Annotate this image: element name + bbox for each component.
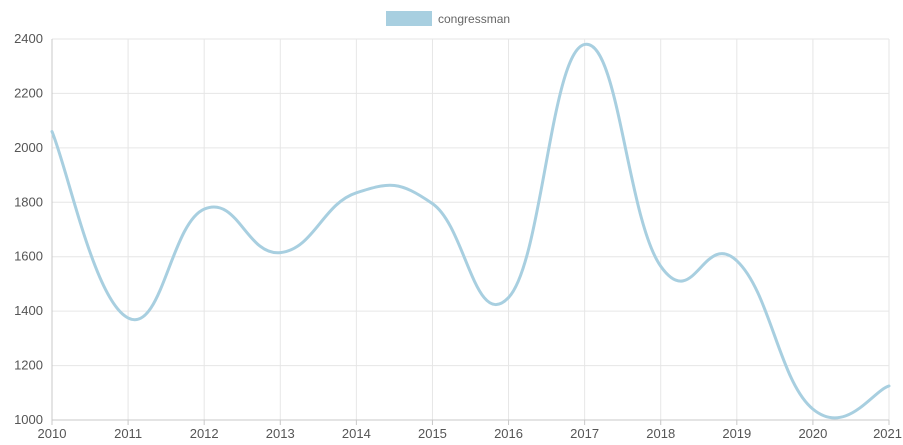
x-tick-label: 2016 bbox=[494, 426, 523, 441]
x-tick-label: 2014 bbox=[342, 426, 371, 441]
data-point[interactable] bbox=[201, 206, 207, 212]
data-point[interactable] bbox=[886, 383, 892, 389]
data-point[interactable] bbox=[429, 201, 435, 207]
axes: 1000 1200 1400 1600 1800 2000 2200 2400 2010 2011… bbox=[14, 31, 902, 441]
y-tick-label: 1200 bbox=[14, 358, 43, 373]
x-tick-label: 2012 bbox=[190, 426, 219, 441]
x-tick-label: 2015 bbox=[418, 426, 447, 441]
data-point[interactable] bbox=[734, 258, 740, 264]
legend-swatch[interactable] bbox=[386, 11, 432, 26]
data-point[interactable] bbox=[49, 129, 55, 135]
data-point[interactable] bbox=[810, 406, 816, 412]
x-tick-label: 2019 bbox=[722, 426, 751, 441]
data-point[interactable] bbox=[582, 41, 588, 47]
x-tick-label: 2017 bbox=[570, 426, 599, 441]
series-layer bbox=[49, 41, 892, 420]
series-line-congressman bbox=[50, 42, 891, 420]
y-tick-label: 1000 bbox=[14, 412, 43, 427]
legend-label[interactable]: congressman bbox=[438, 12, 510, 26]
x-tick-label: 2018 bbox=[646, 426, 675, 441]
data-point[interactable] bbox=[277, 250, 283, 256]
x-tick-label: 2011 bbox=[114, 426, 142, 441]
x-tick-label: 2010 bbox=[38, 426, 67, 441]
data-point[interactable] bbox=[125, 315, 131, 321]
y-tick-label: 1600 bbox=[14, 249, 43, 264]
x-tick-label: 2021 bbox=[873, 426, 902, 441]
y-tick-label: 2000 bbox=[14, 140, 43, 155]
y-tick-label: 1400 bbox=[14, 303, 43, 318]
y-tick-label: 2400 bbox=[14, 31, 43, 46]
x-tick-label: 2013 bbox=[266, 426, 295, 441]
grid bbox=[51, 38, 890, 421]
data-point[interactable] bbox=[353, 190, 359, 196]
y-tick-label: 2200 bbox=[14, 85, 43, 100]
data-point[interactable] bbox=[658, 263, 664, 269]
legend[interactable]: congressman bbox=[386, 11, 510, 26]
y-tick-label: 1800 bbox=[14, 194, 43, 209]
x-tick-label: 2020 bbox=[798, 426, 827, 441]
data-point[interactable] bbox=[506, 295, 512, 301]
